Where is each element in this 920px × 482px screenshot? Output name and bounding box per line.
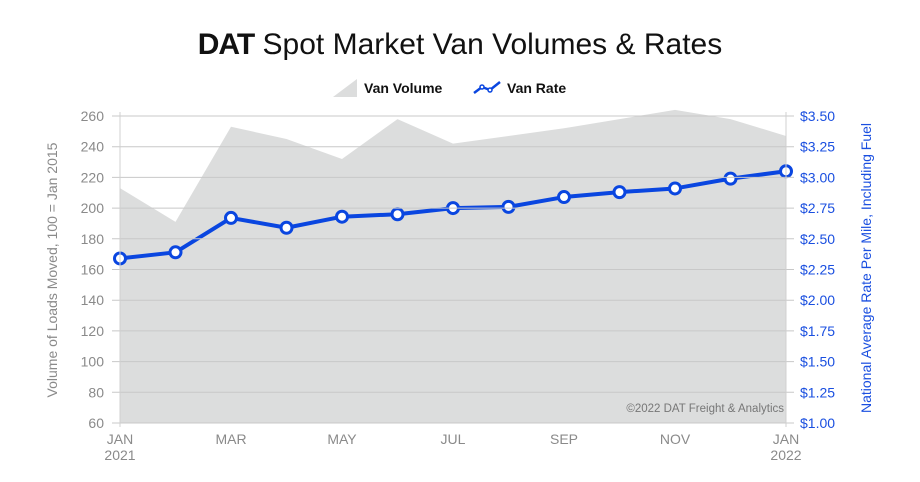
x-tick-label: NOV	[660, 431, 691, 447]
y2-axis-label: National Average Rate Per Mile, Includin…	[858, 123, 874, 413]
y2-tick-label: $1.50	[800, 354, 835, 370]
rate-point	[612, 185, 627, 200]
rate-point	[279, 220, 294, 235]
legend: Van Volume Van Rate	[333, 79, 566, 97]
y2-tick-label: $1.00	[800, 415, 835, 431]
x-tick-label: JAN	[107, 431, 133, 447]
y2-tick-label: $2.25	[800, 262, 835, 278]
x-tick-label: JAN	[773, 431, 799, 447]
x-tick-label: JUL	[441, 431, 466, 447]
y-tick-label: 80	[88, 384, 104, 400]
y-tick-label: 120	[81, 323, 105, 339]
y-tick-label: 60	[88, 415, 104, 431]
y-axis-label: Volume of Loads Moved, 100 = Jan 2015	[44, 142, 60, 397]
legend-rate-label: Van Rate	[507, 80, 566, 96]
y-tick-label: 140	[81, 292, 105, 308]
y2-tick-label: $2.00	[800, 292, 835, 308]
y2-tick-label: $3.00	[800, 169, 835, 185]
x-tick-label: 2021	[104, 447, 135, 463]
legend-volume-swatch	[333, 79, 357, 97]
y2-tick-label: $2.50	[800, 231, 835, 247]
volume-area	[120, 109, 786, 424]
chart-title: DAT Spot Market Van Volumes & Rates	[0, 28, 920, 62]
rate-point	[335, 209, 349, 224]
x-tick-label: 2022	[770, 447, 801, 463]
y2-tick-label: $3.25	[800, 139, 835, 155]
rate-point	[501, 199, 516, 214]
copyright: ©2022 DAT Freight & Analytics	[626, 403, 784, 415]
y-tick-label: 260	[81, 108, 105, 124]
x-tick-label: MAY	[327, 431, 357, 447]
legend-rate-swatch	[473, 81, 501, 94]
y-tick-label: 240	[81, 139, 105, 155]
title-text: Spot Market Van Volumes & Rates	[262, 28, 723, 61]
rate-point	[668, 181, 682, 196]
rate-point	[723, 171, 738, 186]
rate-point	[557, 190, 571, 205]
legend-volume-label: Van Volume	[364, 80, 443, 96]
rate-point	[168, 245, 183, 260]
y2-tick-label: $1.25	[800, 384, 835, 400]
x-tick-label: MAR	[215, 431, 246, 447]
rate-point	[390, 207, 405, 222]
x-tick-label: SEP	[550, 431, 578, 447]
y-tick-label: 200	[81, 200, 105, 216]
y2-tick-label: $2.75	[800, 200, 835, 216]
rate-point	[224, 210, 238, 225]
y-tick-label: 180	[81, 231, 105, 247]
y-tick-label: 220	[81, 169, 105, 185]
y-tick-label: 100	[81, 354, 105, 370]
y-tick-label: 160	[81, 262, 105, 278]
y2-tick-label: $3.50	[800, 108, 835, 124]
title-brand: DAT	[197, 28, 255, 61]
y2-tick-label: $1.75	[800, 323, 835, 339]
